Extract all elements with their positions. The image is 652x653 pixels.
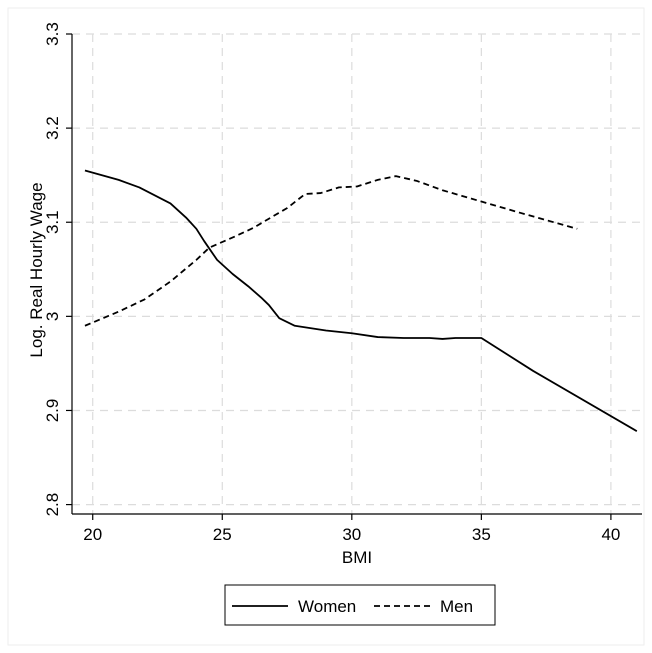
- legend: Women Men: [225, 585, 495, 625]
- y-tick-label: 2.9: [43, 399, 62, 423]
- x-tick-label: 30: [342, 525, 361, 544]
- plot-area: [72, 34, 642, 514]
- x-tick-label: 25: [213, 525, 232, 544]
- x-tick-label: 20: [83, 525, 102, 544]
- legend-label-men: Men: [440, 597, 473, 616]
- y-axis-title: Log. Real Hourly Wage: [27, 182, 46, 357]
- y-tick-label: 3.3: [43, 22, 62, 46]
- y-tick-label: 3.2: [43, 116, 62, 140]
- y-tick-label: 2.8: [43, 493, 62, 517]
- x-tick-label: 35: [472, 525, 491, 544]
- legend-label-women: Women: [298, 597, 356, 616]
- x-tick-label: 40: [601, 525, 620, 544]
- x-axis-title: BMI: [342, 548, 372, 567]
